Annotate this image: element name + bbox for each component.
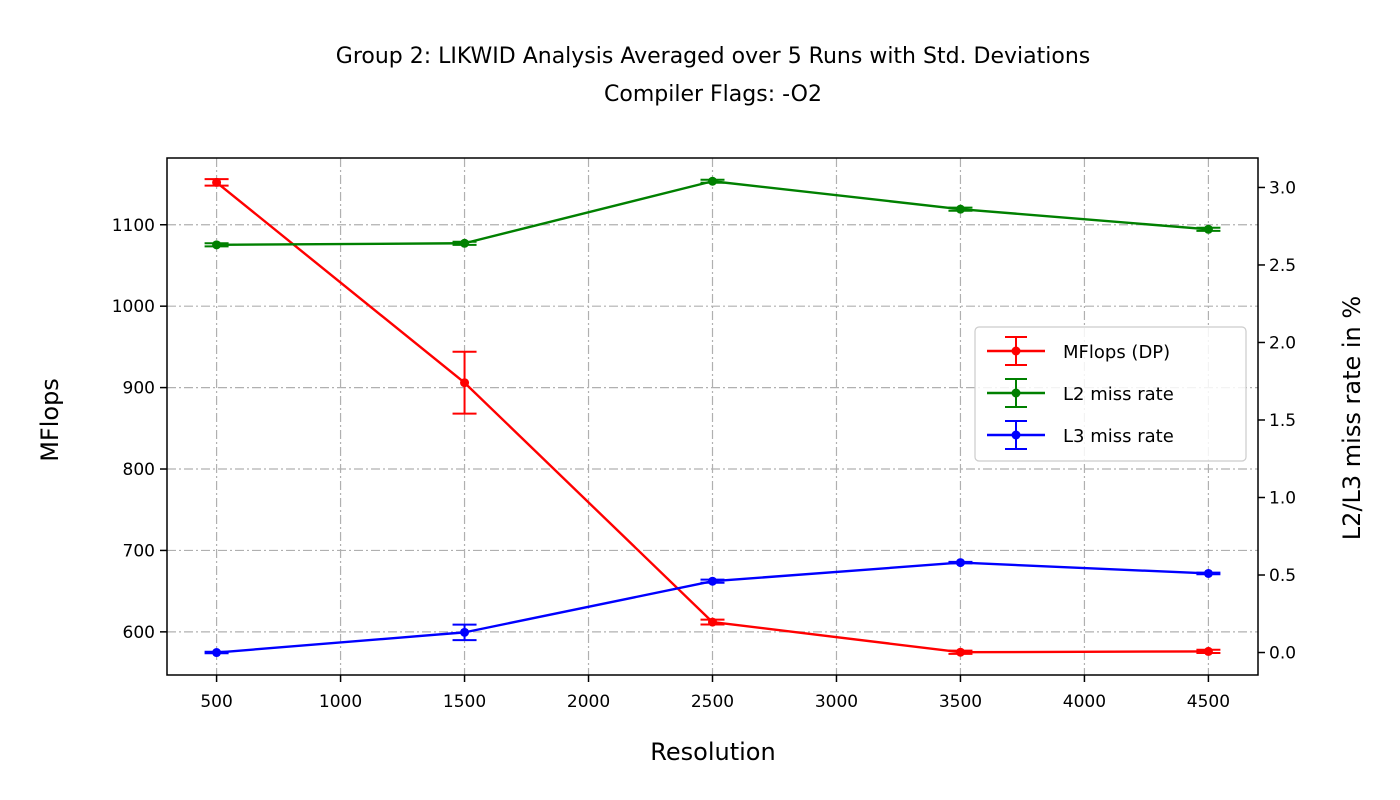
x-tick-label: 500 [200, 692, 232, 712]
data-point [708, 576, 717, 586]
data-point [955, 558, 965, 568]
x-tick-label: 1500 [443, 692, 486, 712]
legend-entry: L3 miss rate [987, 420, 1174, 450]
legend-label: MFlops (DP) [1063, 342, 1170, 363]
series-layer [204, 176, 1221, 658]
data-point [1203, 224, 1213, 234]
legend-entry: MFlops (DP) [987, 336, 1170, 366]
y-tick-label: 600 [123, 623, 155, 643]
x-tick-label: 3000 [815, 692, 858, 712]
y2-tick-label: 2.0 [1269, 333, 1296, 353]
series-l3-miss-rate [204, 558, 1221, 658]
axes: 500 1000 1500 2000 2500 3000 3500 4000 4500 600 70… [112, 178, 1296, 712]
data-point [460, 627, 470, 637]
y-tick-label: 900 [123, 379, 155, 399]
data-point [1203, 568, 1213, 578]
legend-label: L2 miss rate [1063, 384, 1174, 405]
data-point [1203, 646, 1213, 656]
data-point [955, 647, 965, 657]
data-point [212, 240, 222, 250]
x-axis-label: Resolution [650, 738, 775, 766]
y-axis-label: MFlops [36, 378, 64, 462]
data-point [212, 177, 222, 187]
legend-marker [1011, 388, 1021, 398]
legend-marker [1011, 346, 1021, 356]
legend-label: L3 miss rate [1063, 426, 1174, 447]
y2-tick-label: 0.0 [1269, 644, 1296, 664]
data-point [212, 648, 222, 658]
y-tick-label: 800 [123, 460, 155, 480]
y2-tick-label: 1.0 [1269, 488, 1296, 508]
series-l2-miss-rate [204, 176, 1221, 250]
legend-box [974, 326, 1247, 462]
grid [167, 158, 1258, 675]
data-point [460, 238, 470, 248]
data-point [708, 176, 717, 186]
x-tick-label: 2500 [691, 692, 734, 712]
x-tick-label: 3500 [939, 692, 982, 712]
legend: MFlops (DP) L2 miss rate L3 miss rate [974, 326, 1247, 462]
data-point [460, 378, 470, 388]
y2-tick-label: 1.5 [1269, 411, 1296, 431]
y-tick-label: 1100 [112, 216, 155, 236]
y2-axis-label: L2/L3 miss rate in % [1338, 296, 1366, 540]
y-tick-label: 700 [123, 541, 155, 561]
legend-marker [1011, 430, 1021, 440]
data-point [708, 617, 717, 627]
chart-title: Group 2: LIKWID Analysis Averaged over 5… [336, 44, 1090, 69]
legend-entry: L2 miss rate [987, 378, 1174, 408]
data-point [955, 204, 965, 214]
series-mflops-dp [204, 177, 1221, 657]
y-tick-label: 1000 [112, 297, 155, 317]
y2-tick-label: 3.0 [1269, 178, 1296, 198]
x-tick-label: 1000 [319, 692, 362, 712]
x-tick-label: 4000 [1063, 692, 1106, 712]
chart-subtitle: Compiler Flags: -O2 [604, 82, 822, 107]
x-tick-label: 2000 [567, 692, 610, 712]
y2-tick-label: 2.5 [1269, 256, 1296, 276]
y2-tick-label: 0.5 [1269, 566, 1296, 586]
x-tick-label: 4500 [1187, 692, 1230, 712]
